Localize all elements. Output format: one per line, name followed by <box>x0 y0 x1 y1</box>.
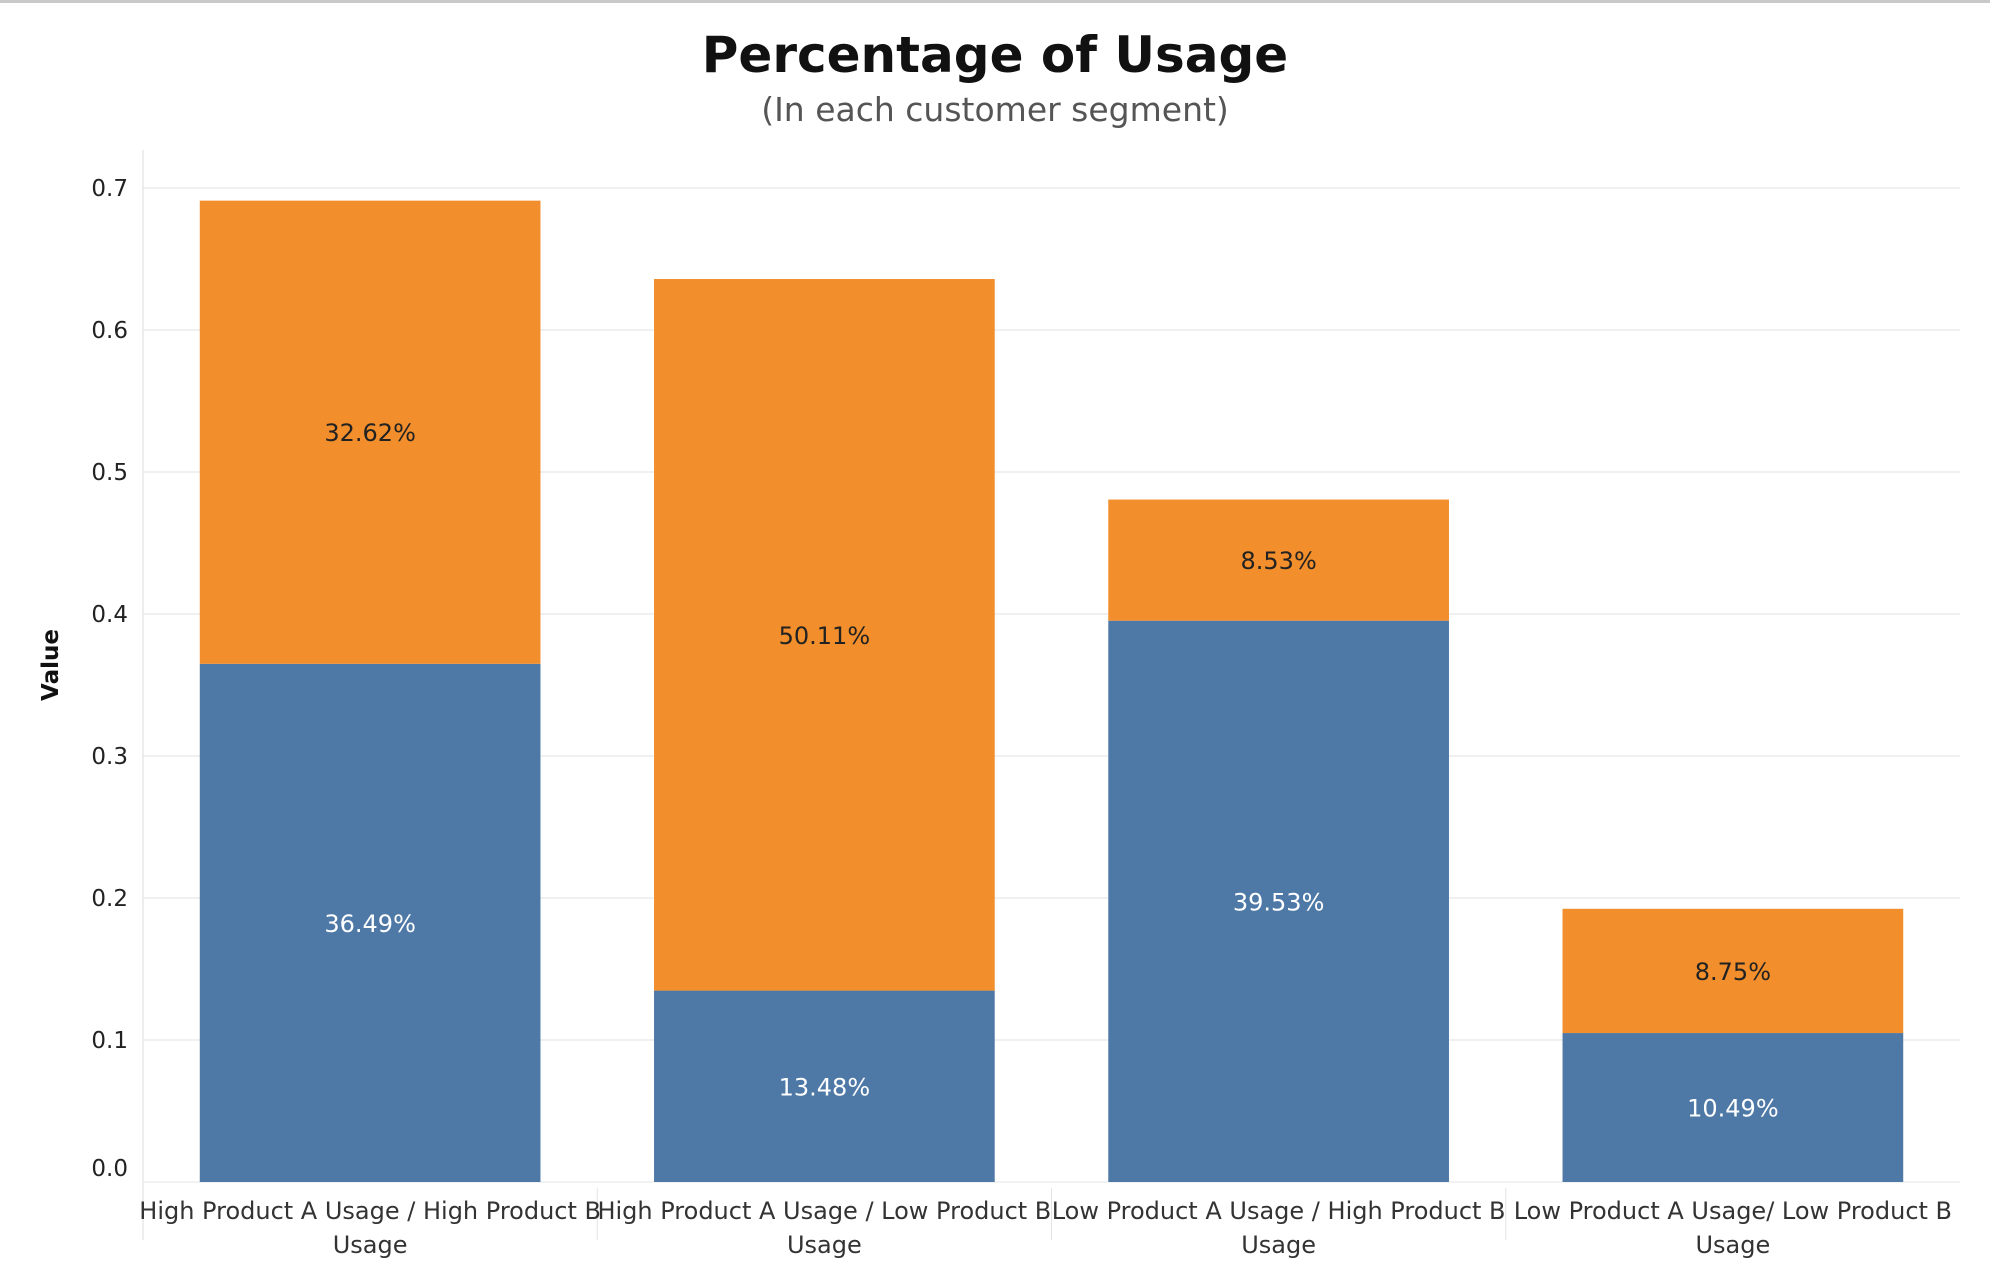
bar-segment <box>199 200 541 664</box>
y-axis-label: Value <box>38 629 64 701</box>
y-tick-label: 0.0 <box>91 1156 128 1182</box>
chart-title: Percentage of Usage <box>701 26 1289 84</box>
data-label: 32.62% <box>324 419 416 447</box>
bar-segment <box>654 279 995 991</box>
y-tick-label: 0.5 <box>91 460 128 486</box>
y-tick-label: 0.6 <box>91 318 128 344</box>
x-category-label: High Product A Usage / Low Product B <box>597 1197 1051 1225</box>
bar-segment <box>1562 1033 1904 1182</box>
bar-segment <box>1562 908 1904 1034</box>
x-category-label: Usage <box>333 1231 408 1259</box>
y-tick-label: 0.2 <box>91 886 128 912</box>
data-label: 8.75% <box>1695 958 1771 986</box>
bar-segment <box>1108 499 1449 621</box>
y-tick-label: 0.4 <box>91 602 128 628</box>
data-label: 39.53% <box>1233 888 1325 916</box>
axes: 0.0 0.1 0.2 0.3 0.4 0.5 0.6 0.7 High Product A U… <box>91 150 1960 1259</box>
data-label: 8.53% <box>1241 547 1317 575</box>
x-category-label: Low Product A Usage/ Low Product B <box>1514 1197 1952 1225</box>
data-label: 36.49% <box>324 910 416 938</box>
x-category-label: Usage <box>1241 1231 1316 1259</box>
data-labels: 36.49% 32.62% 13.48% 50.11% 39.53% 8.53% 10.49… <box>324 419 1778 1122</box>
y-tick-label: 0.3 <box>91 744 128 770</box>
top-border <box>0 0 1990 3</box>
y-tick-label: 0.1 <box>91 1028 128 1054</box>
x-category-label: Usage <box>787 1231 862 1259</box>
x-category-label: Low Product A Usage / High Product B <box>1052 1197 1506 1225</box>
chart-subtitle: (In each customer segment) <box>761 90 1229 129</box>
data-label: 10.49% <box>1687 1095 1779 1123</box>
data-label: 50.11% <box>779 622 871 650</box>
y-tick-label: 0.7 <box>91 176 128 202</box>
data-label: 13.48% <box>779 1073 871 1101</box>
bars <box>199 200 1904 1182</box>
bar-segment <box>199 663 541 1182</box>
x-category-label: High Product A Usage / High Product B <box>139 1197 601 1225</box>
bar-segment <box>654 990 995 1182</box>
bar-segment <box>1108 620 1449 1182</box>
x-category-label: Usage <box>1695 1231 1770 1259</box>
